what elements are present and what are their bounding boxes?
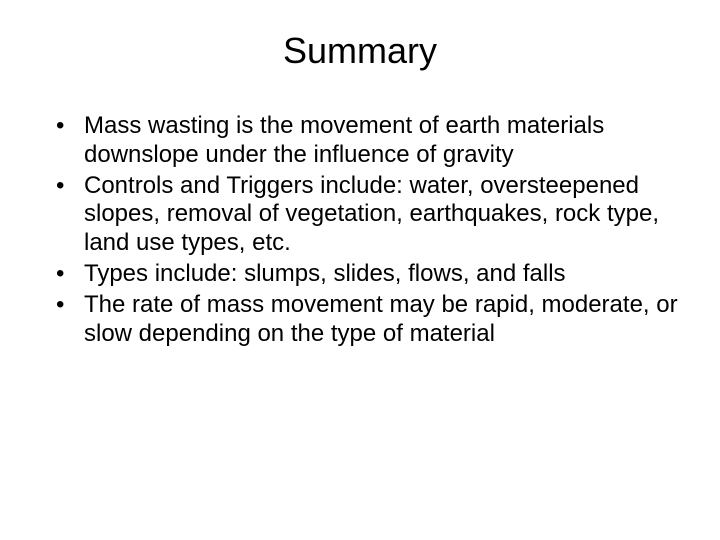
- list-item: The rate of mass movement may be rapid, …: [56, 291, 680, 349]
- list-item: Types include: slumps, slides, flows, an…: [56, 260, 680, 289]
- list-item: Controls and Triggers include: water, ov…: [56, 172, 680, 258]
- slide-title: Summary: [40, 30, 680, 72]
- bullet-list: Mass wasting is the movement of earth ma…: [40, 112, 680, 348]
- list-item: Mass wasting is the movement of earth ma…: [56, 112, 680, 170]
